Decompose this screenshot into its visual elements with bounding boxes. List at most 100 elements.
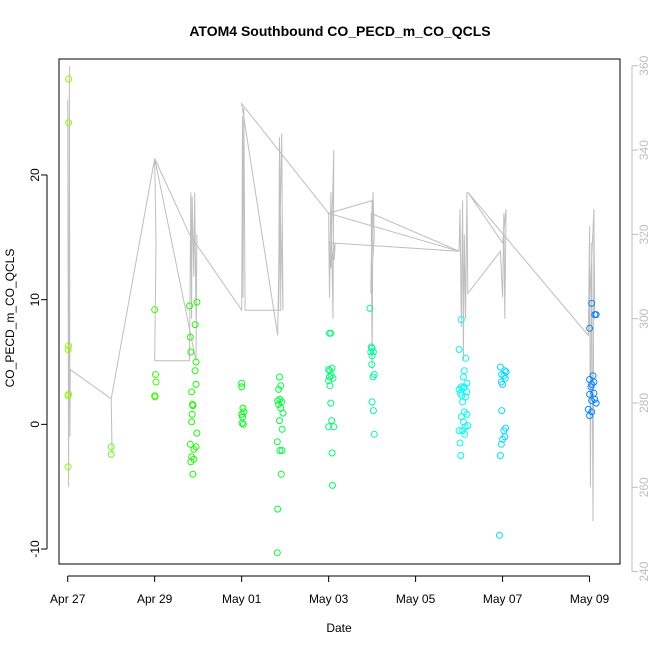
data-point bbox=[501, 374, 509, 382]
data-point bbox=[463, 388, 471, 396]
data-point bbox=[366, 304, 374, 312]
x-tick-label: May 05 bbox=[396, 592, 436, 606]
data-point bbox=[455, 346, 463, 353]
data-point bbox=[273, 549, 281, 557]
data-point bbox=[456, 439, 464, 447]
data-point bbox=[186, 440, 194, 448]
data-point bbox=[592, 399, 600, 407]
data-point bbox=[193, 298, 201, 306]
y2-axis: 240 260 280 300 320 340 360 bbox=[631, 55, 650, 582]
data-point bbox=[459, 398, 467, 406]
x-tick-label: May 03 bbox=[309, 592, 349, 606]
data-point bbox=[189, 402, 197, 410]
data-point bbox=[65, 342, 73, 350]
data-point bbox=[275, 385, 283, 393]
data-point bbox=[588, 408, 596, 416]
data-point bbox=[188, 418, 196, 426]
data-point bbox=[368, 352, 376, 360]
data-point bbox=[326, 382, 334, 390]
x-tick-label: Apr 27 bbox=[50, 592, 86, 606]
data-point bbox=[107, 443, 115, 451]
y2-tick-label: 240 bbox=[637, 561, 650, 581]
data-point bbox=[370, 430, 378, 438]
data-point bbox=[592, 311, 600, 319]
data-point bbox=[276, 417, 283, 425]
data-point bbox=[587, 383, 595, 391]
y-axis: -10 0 10 20 bbox=[28, 168, 48, 558]
data-point bbox=[274, 505, 282, 513]
data-point bbox=[277, 382, 285, 390]
data-point bbox=[461, 430, 469, 438]
data-point bbox=[586, 412, 594, 420]
data-point bbox=[278, 447, 286, 454]
x-axis-label: Date bbox=[326, 621, 352, 635]
data-point bbox=[496, 531, 503, 539]
data-point bbox=[368, 344, 376, 352]
data-point bbox=[459, 418, 467, 426]
data-point bbox=[239, 404, 247, 412]
data-point bbox=[588, 299, 596, 307]
y2-tick-label: 280 bbox=[637, 393, 650, 413]
data-point bbox=[187, 348, 195, 356]
data-point bbox=[328, 449, 336, 457]
plot-frame bbox=[58, 58, 621, 565]
data-point bbox=[193, 429, 201, 437]
data-point bbox=[590, 378, 598, 386]
data-point bbox=[462, 354, 470, 362]
data-point bbox=[496, 452, 504, 459]
data-point bbox=[459, 427, 467, 435]
co-trace-line bbox=[67, 65, 596, 522]
data-point bbox=[279, 409, 287, 417]
data-point bbox=[325, 366, 333, 373]
data-point bbox=[328, 364, 336, 372]
data-point bbox=[463, 410, 471, 418]
data-point bbox=[497, 440, 505, 448]
data-point bbox=[238, 379, 246, 387]
data-point bbox=[65, 75, 73, 83]
data-point bbox=[64, 392, 72, 400]
data-point bbox=[238, 419, 246, 427]
data-point bbox=[370, 371, 378, 378]
data-point bbox=[278, 425, 286, 433]
data-point bbox=[191, 367, 199, 375]
data-point bbox=[64, 346, 72, 353]
data-point bbox=[459, 373, 467, 381]
data-point bbox=[151, 393, 159, 401]
data-point bbox=[455, 385, 463, 393]
data-point bbox=[186, 302, 193, 310]
x-axis: Apr 27 Apr 29 May 01 May 03 May 05 May 07 May … bbox=[50, 575, 610, 606]
points-layer bbox=[64, 75, 600, 557]
data-point bbox=[586, 390, 594, 398]
data-point bbox=[188, 410, 196, 418]
data-point bbox=[326, 373, 333, 381]
data-point bbox=[586, 324, 594, 332]
data-point bbox=[238, 383, 246, 391]
y-tick-label: 20 bbox=[28, 168, 42, 182]
chart-title: ATOM4 Southbound CO_PECD_m_CO_QCLS bbox=[189, 23, 490, 39]
data-point bbox=[499, 380, 507, 388]
data-point bbox=[330, 423, 338, 431]
data-point bbox=[498, 407, 506, 415]
data-point bbox=[367, 348, 375, 356]
y-tick-label: -10 bbox=[28, 540, 42, 558]
data-point bbox=[188, 388, 196, 396]
data-point bbox=[327, 399, 335, 407]
data-point bbox=[457, 452, 465, 459]
data-point bbox=[151, 306, 159, 314]
y-axis-label: CO_PECD_m_CO_QCLS bbox=[3, 249, 17, 388]
data-point bbox=[459, 384, 467, 392]
x-tick-label: May 09 bbox=[570, 592, 610, 606]
data-point bbox=[152, 378, 160, 386]
y-tick-label: 10 bbox=[28, 293, 42, 307]
data-point bbox=[457, 316, 465, 324]
data-point bbox=[192, 358, 200, 366]
data-point bbox=[460, 367, 468, 375]
data-point bbox=[464, 422, 472, 430]
data-point bbox=[455, 427, 463, 435]
data-point bbox=[239, 420, 247, 428]
data-point bbox=[327, 329, 335, 337]
data-point bbox=[277, 470, 285, 478]
data-point bbox=[190, 455, 198, 463]
data-point bbox=[191, 321, 199, 329]
